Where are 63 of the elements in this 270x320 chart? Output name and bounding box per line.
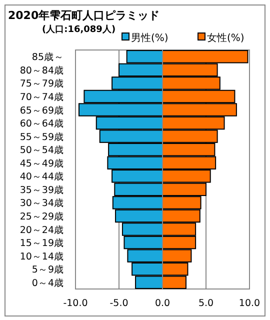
bar: [162, 116, 225, 130]
y-tick-label: 5～9歳: [32, 264, 64, 276]
y-tick-label: 60～64歳: [20, 118, 64, 130]
bar: [112, 196, 163, 210]
bar: [162, 222, 196, 236]
bar: [162, 50, 248, 64]
y-tick-label: 35～39歳: [20, 184, 64, 196]
bar: [162, 156, 216, 170]
y-tick-label: 45～49歳: [20, 157, 64, 170]
bar: [132, 262, 163, 276]
legend-label: 女性(%): [207, 32, 244, 44]
legend-label: 男性(%): [131, 32, 168, 44]
bar: [162, 276, 186, 289]
chart-subtitle: (人口:16,089人): [42, 24, 116, 35]
chart-title: 2020年雫石町人口ピラミッド: [8, 9, 160, 22]
bar: [126, 50, 163, 64]
y-tick-label: 15～19歳: [20, 237, 64, 250]
x-tick-label: -5.0: [110, 298, 128, 309]
bar: [162, 76, 220, 90]
bar: [112, 170, 163, 183]
bar: [162, 249, 192, 262]
y-tick-label: 50～54歳: [20, 144, 64, 156]
bar: [162, 170, 211, 183]
x-tick-label: 0.0: [154, 298, 170, 309]
y-tick-label: 80～84歳: [20, 64, 64, 76]
x-tick-label: -10.0: [63, 298, 88, 309]
y-tick-label: 85歳～: [32, 51, 64, 64]
y-tick-label: 65～69歳: [20, 104, 64, 116]
bar: [162, 142, 216, 156]
bar: [112, 76, 163, 90]
y-tick-label: 0～4歳: [32, 276, 64, 289]
bar: [162, 196, 202, 210]
bar: [96, 116, 163, 130]
bar: [118, 63, 163, 77]
bar: [115, 209, 163, 223]
bar: [107, 156, 163, 170]
y-tick-label: 20～24歳: [20, 224, 64, 236]
bar: [78, 103, 163, 116]
y-tick-label: 25～29歳: [20, 210, 64, 222]
bar: [162, 262, 188, 276]
bar: [162, 90, 236, 104]
y-tick-label: 30～34歳: [20, 197, 64, 210]
bar: [122, 222, 163, 236]
bar: [124, 236, 163, 250]
bar: [114, 182, 163, 196]
bar: [162, 236, 196, 250]
x-tick-label: 5.0: [198, 298, 214, 309]
y-tick-label: 40～44歳: [20, 170, 64, 183]
y-tick-label: 55～59歳: [20, 130, 64, 143]
x-tick-label: 10.0: [238, 298, 260, 309]
bar: [162, 130, 218, 143]
y-tick-label: 70～74歳: [20, 90, 64, 103]
bar: [162, 182, 206, 196]
y-tick-label: 75～79歳: [20, 78, 64, 90]
bar: [99, 130, 163, 143]
y-tick-label: 10～14歳: [20, 250, 64, 262]
bar: [162, 103, 237, 116]
bar: [162, 209, 200, 223]
bar: [108, 142, 163, 156]
bar: [162, 63, 218, 77]
bar: [127, 249, 163, 262]
bar: [84, 90, 163, 104]
bar: [135, 276, 163, 289]
